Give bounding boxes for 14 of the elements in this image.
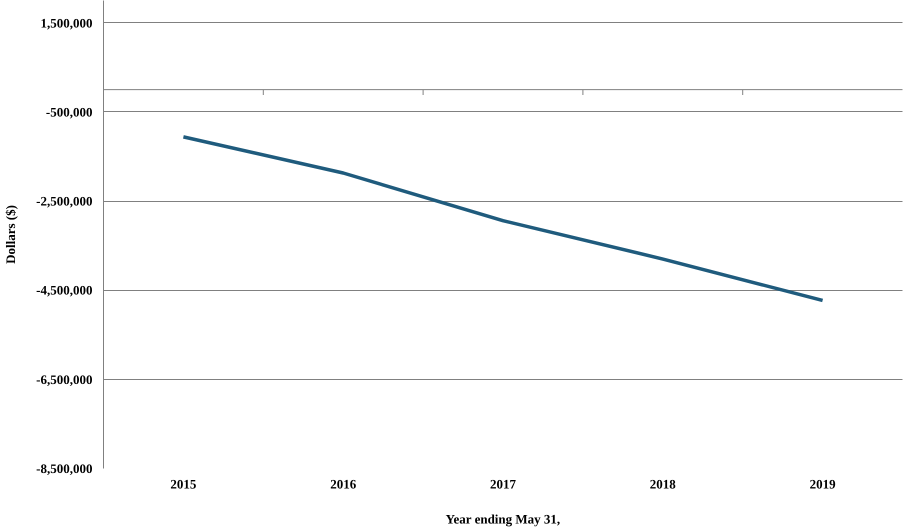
y-axis-title: Dollars ($) <box>3 205 18 264</box>
x-axis-title: Year ending May 31, <box>446 512 560 526</box>
x-tick-label: 2015 <box>170 476 197 492</box>
y-tick-label: -6,500,000 <box>36 372 93 387</box>
x-tick-label: 2018 <box>650 476 676 492</box>
y-tick-label: 1,500,000 <box>40 15 92 30</box>
y-tick-label: -2,500,000 <box>36 194 93 209</box>
x-tick-label: 2016 <box>330 476 357 492</box>
x-tick-label: 2019 <box>810 476 836 492</box>
y-tick-label: -500,000 <box>46 104 93 120</box>
y-tick-label: -4,500,000 <box>36 282 93 298</box>
x-tick-label: 2017 <box>490 476 516 492</box>
line-series <box>182 135 824 302</box>
y-tick-label: -8,500,000 <box>36 461 93 476</box>
